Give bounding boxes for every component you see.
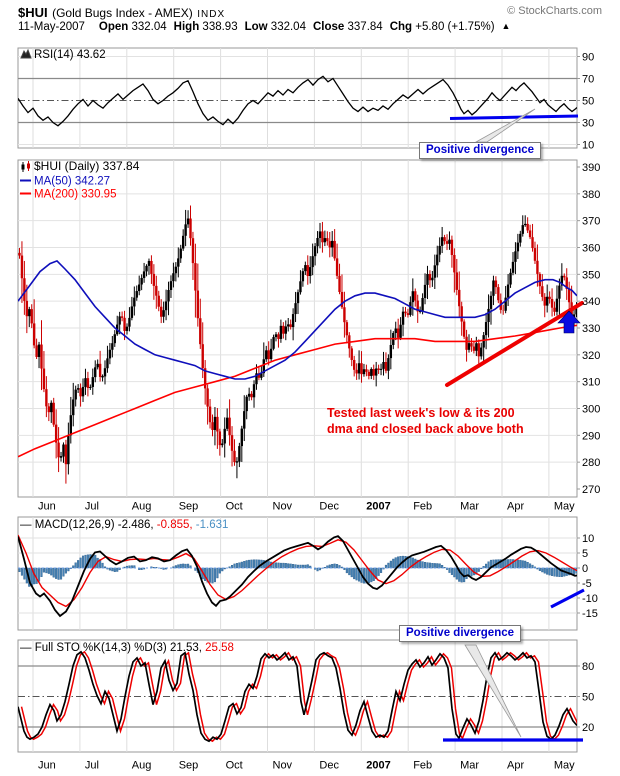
stochastic-panel: 80 50 20 — Full STO %K(14,3) %D(3) 21.53, 2…	[17, 639, 594, 753]
month-label: Sep	[179, 760, 199, 772]
ma50-legend: MA(50) 342.27	[34, 176, 110, 188]
sto-d-line	[20, 650, 577, 743]
px-ytick: 370	[582, 216, 600, 228]
month-label: Apr	[507, 501, 524, 513]
month-label: Dec	[319, 501, 339, 513]
quote-line: 11-May-2007 Open 332.04 High 338.93 Low 332…	[18, 21, 614, 36]
px-ytick: 270	[582, 484, 600, 496]
macd-ytick: 0	[582, 563, 588, 575]
macd-line	[18, 535, 577, 618]
px-ytick: 290	[582, 430, 600, 442]
candlestick-series	[18, 205, 577, 484]
rsi-ytick: 10	[582, 140, 594, 152]
symbol: $HUI	[18, 5, 48, 20]
symbol-name: (Gold Bugs Index - AMEX)	[52, 6, 193, 20]
month-label: May	[554, 760, 575, 772]
quote-values: Open 332.04 High 338.93 Low 332.04 Close 33…	[99, 21, 502, 33]
note-line-1: Tested last week's low & its 200	[327, 406, 515, 420]
quote-chg: Chg +5.80 (+1.75%)	[389, 21, 495, 33]
macd-ytick: 5	[582, 548, 588, 560]
macd-ytick: -10	[582, 593, 598, 605]
month-label: Dec	[319, 760, 339, 772]
rsi-divergence-label: Positive divergence	[419, 142, 542, 159]
quote-date: 11-May-2007	[18, 21, 85, 33]
price-legend: $HUI (Daily) 337.84	[34, 159, 140, 173]
month-label: Jun	[38, 760, 56, 772]
month-label: Jul	[85, 501, 99, 513]
rsi-ytick: 70	[582, 74, 594, 86]
rsi-divergence-line	[449, 114, 579, 120]
price-annotation-note: Tested last week's low & its 200 dma and…	[327, 406, 567, 437]
chart-header: $HUI (Gold Bugs Index - AMEX) INDX © Sto…	[18, 4, 602, 20]
quote-high: High 338.93	[173, 21, 238, 33]
price-month-axis: Jun Jul Aug Sep Oct Nov Dec 2007 Feb Mar Apr May	[38, 501, 575, 513]
month-label: Feb	[413, 501, 432, 513]
quote-open: Open 332.04	[98, 21, 167, 33]
sto-divergence-label: Positive divergence	[399, 625, 522, 642]
sto-ytick: 80	[582, 661, 594, 673]
ma200-line	[18, 324, 577, 458]
support-trendline	[445, 301, 584, 387]
rsi-ytick: 30	[582, 118, 594, 130]
px-ytick: 330	[582, 323, 600, 335]
macd-ytick: -5	[582, 578, 592, 590]
up-triangle-icon: ▲	[501, 21, 511, 31]
copyright: © StockCharts.com	[507, 5, 602, 17]
rsi-line	[18, 75, 577, 127]
month-label: Oct	[226, 760, 243, 772]
note-line-2: dma and closed back above both	[327, 421, 524, 436]
macd-signal-line	[18, 534, 577, 608]
rsi-ytick: 50	[582, 96, 594, 108]
candlestick-icon	[21, 161, 30, 172]
month-label: Nov	[273, 760, 293, 772]
month-label: Feb	[413, 760, 432, 772]
px-ytick: 390	[582, 162, 600, 174]
macd-divergence-line	[550, 588, 585, 609]
month-label: Apr	[507, 760, 524, 772]
rsi-panel: 90 70 50 30 10 RSI(14) 43.62	[17, 47, 594, 152]
ma50-line	[18, 259, 577, 380]
rsi-ytick: 90	[582, 52, 594, 64]
bottom-month-axis: Jun Jul Aug Sep Oct Nov Dec 2007 Feb Mar Apr May	[38, 760, 575, 772]
month-label: 2007	[366, 760, 390, 772]
quote-close: Close 337.84	[312, 21, 383, 33]
month-label: Mar	[460, 760, 479, 772]
sto-ytick: 20	[582, 722, 594, 734]
px-ytick: 280	[582, 457, 600, 469]
month-label: Nov	[273, 501, 293, 513]
px-ytick: 350	[582, 269, 600, 281]
macd-ytick: -15	[582, 608, 598, 620]
indicator-icon	[20, 48, 32, 59]
px-ytick: 380	[582, 189, 600, 201]
macd-panel: 10 5 0 -5 -10 -15 — MACD(12,26,9) -2.486, -0.8…	[17, 516, 598, 631]
px-ytick: 320	[582, 350, 600, 362]
month-label: Mar	[460, 501, 479, 513]
month-label: Jun	[38, 501, 56, 513]
month-label: 2007	[366, 501, 390, 513]
px-ytick: 310	[582, 377, 600, 389]
price-panel: 390 380 370 360 350 340 330 320 310 300 290 280 270 $…	[17, 159, 600, 498]
quote-low: Low 332.04	[244, 21, 306, 33]
px-ytick: 360	[582, 242, 600, 254]
sto-ytick: 50	[582, 692, 594, 704]
month-label: May	[554, 501, 575, 513]
month-label: Aug	[132, 501, 152, 513]
sto-legend: — Full STO %K(14,3) %D(3) 21.53, 25.58	[20, 642, 234, 654]
px-ytick: 340	[582, 296, 600, 308]
index-tag: INDX	[197, 9, 226, 20]
sto-k-line	[18, 650, 577, 743]
sto-pointer-arrow	[464, 644, 522, 738]
blue-up-arrow	[557, 310, 581, 334]
macd-ytick: 10	[582, 533, 594, 545]
month-label: Jul	[85, 760, 99, 772]
rsi-legend: RSI(14) 43.62	[34, 49, 106, 61]
month-label: Oct	[226, 501, 243, 513]
macd-legend: — MACD(12,26,9) -2.486, -0.855, -1.631	[20, 519, 228, 531]
px-ytick: 300	[582, 403, 600, 415]
ma200-legend: MA(200) 330.95	[34, 189, 116, 201]
month-label: Aug	[132, 760, 152, 772]
month-label: Sep	[179, 501, 199, 513]
